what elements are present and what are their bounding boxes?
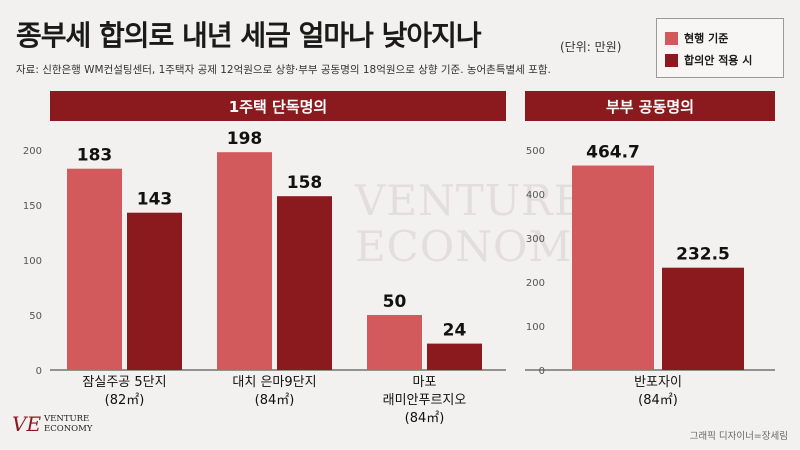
bar-0-0-0 [67, 168, 122, 370]
logo-line2: ECONOMY [44, 424, 93, 434]
y-tick-label-1-0: 0 [539, 366, 545, 377]
bar-0-1-1 [277, 196, 332, 370]
category-label-0-1-1: (84㎡) [255, 393, 295, 408]
credit: 그래픽 디자이너=장세림 [689, 431, 788, 442]
watermark-line1: VENTURE [355, 176, 586, 225]
value-label-0-0-0: 183 [77, 146, 113, 166]
category-label-0-2-2: (84㎡) [405, 411, 445, 426]
y-tick-label-0-0: 0 [36, 366, 42, 377]
category-label-0-0-0: 잠실주공 5단지 [82, 375, 166, 390]
value-label-0-2-0: 50 [383, 292, 407, 312]
value-label-0-2-1: 24 [443, 321, 467, 341]
y-tick-label-0-4: 200 [23, 146, 42, 157]
legend-label-agreement: 합의안 적용 시 [684, 54, 753, 67]
bar-0-0-1 [127, 212, 182, 370]
panel-header-joint-owner: 부부 공동명의 [525, 91, 775, 121]
page-title: 종부세 합의로 내년 세금 얼마나 낮아지나 [16, 19, 482, 52]
watermark-line2: ECONOMY [355, 222, 602, 271]
legend-item-current: 현행 기준 [665, 30, 728, 46]
logo-mark: VE [12, 412, 42, 436]
category-label-0-2-1: 래미안푸르지오 [383, 393, 467, 408]
logo: VE VENTURE ECONOMY [12, 412, 92, 436]
panel-header-single-owner: 1주택 단독명의 [50, 91, 506, 121]
category-label-0-2-0: 마포 [413, 375, 437, 390]
value-label-1-0-1: 232.5 [676, 245, 730, 265]
y-tick-label-0-1: 50 [29, 311, 42, 322]
category-label-1-0-1: (84㎡) [638, 393, 678, 408]
value-label-0-1-0: 198 [227, 129, 263, 149]
y-tick-label-1-2: 200 [526, 278, 545, 289]
legend-swatch-current [665, 31, 678, 45]
y-tick-label-1-5: 500 [526, 146, 545, 157]
category-label-0-0-1: (82㎡) [105, 393, 145, 408]
bar-1-0-0 [572, 165, 654, 370]
y-tick-label-1-4: 400 [526, 190, 545, 201]
logo-line1: VENTURE [44, 414, 90, 424]
bar-0-2-1 [427, 343, 482, 370]
value-label-1-0-0: 464.7 [586, 143, 640, 163]
y-tick-label-1-3: 300 [526, 234, 545, 245]
logo-wordmark: VENTURE ECONOMY [44, 414, 92, 434]
y-tick-label-0-3: 150 [23, 201, 42, 212]
value-label-0-1-1: 158 [287, 173, 323, 193]
category-label-0-1-0: 대치 은마9단지 [232, 375, 316, 390]
unit-label: (단위: 만원) [560, 40, 622, 54]
bar-1-0-1 [662, 267, 744, 370]
value-label-0-0-1: 143 [137, 190, 173, 210]
watermark: VENTURE ECONOMY [355, 178, 601, 270]
legend-swatch-agreement [665, 53, 678, 67]
y-tick-label-1-1: 100 [526, 322, 545, 333]
bar-0-2-0 [367, 315, 422, 370]
category-label-1-0-0: 반포자이 [634, 375, 682, 390]
legend: 현행 기준 합의안 적용 시 [656, 18, 784, 78]
legend-item-agreement: 합의안 적용 시 [665, 52, 752, 68]
y-tick-label-0-2: 100 [23, 256, 42, 267]
bar-0-1-0 [217, 152, 272, 370]
source-note: 자료: 신한은행 WM컨설팅센터, 1주택자 공제 12억원으로 상향·부부 공… [16, 64, 551, 76]
legend-label-current: 현행 기준 [684, 32, 729, 45]
